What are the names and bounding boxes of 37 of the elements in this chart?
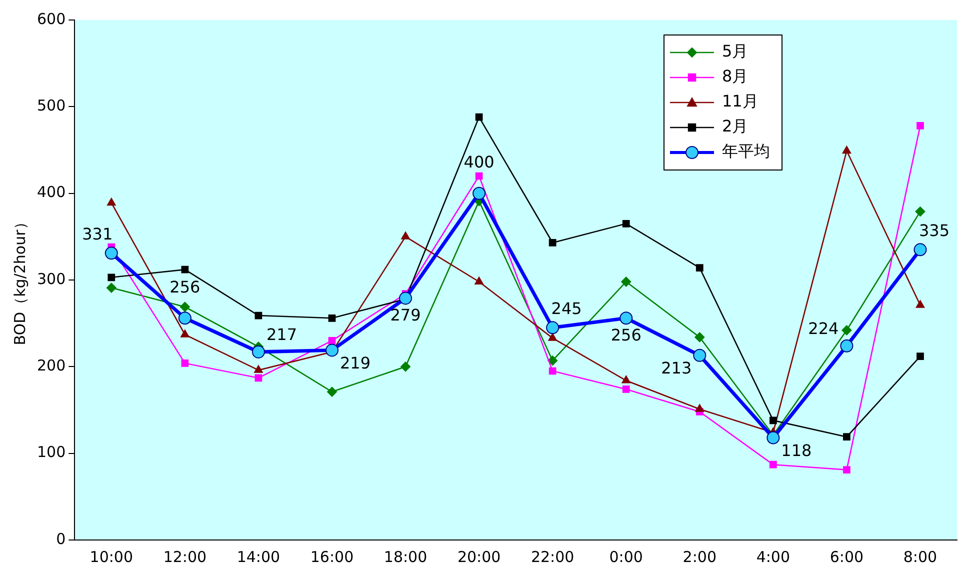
legend-label: 2月: [722, 116, 748, 136]
data-label: 245: [551, 298, 582, 318]
x-tick-label: 10:00: [90, 548, 134, 566]
data-label: 217: [266, 325, 298, 344]
data-label: 279: [390, 305, 421, 324]
data-label: 331: [82, 224, 113, 244]
data-label: 400: [464, 152, 494, 172]
legend-label: 11月: [722, 92, 758, 111]
x-tick-label: 6:00: [830, 548, 864, 566]
x-tick-label: 20:00: [457, 548, 501, 566]
x-tick-label: 0:00: [609, 548, 643, 566]
y-tick-label: 200: [36, 356, 66, 375]
x-tick-label: 18:00: [384, 548, 428, 566]
data-label: 335: [918, 220, 950, 240]
data-label: 118: [781, 440, 812, 460]
x-tick-label: 14:00: [236, 548, 280, 566]
data-label: 256: [170, 277, 200, 296]
legend-label: 8月: [722, 66, 748, 86]
y-tick-label: 500: [36, 96, 66, 115]
y-tick-label: 400: [36, 183, 66, 202]
y-tick-label: 0: [56, 530, 66, 548]
data-label: 224: [808, 319, 839, 338]
y-tick-label: 300: [36, 270, 66, 288]
x-tick-label: 12:00: [163, 548, 207, 566]
data-label: 213: [661, 358, 692, 378]
x-tick-label: 16:00: [310, 548, 354, 566]
data-label: 219: [340, 353, 371, 372]
y-tick-label: 600: [36, 10, 66, 28]
y-axis-title: BOD（kg/2hour）: [10, 214, 29, 346]
x-tick-label: 2:00: [682, 548, 716, 566]
data-label: 256: [610, 325, 642, 344]
legend-label: 年平均: [722, 142, 770, 161]
x-tick-label: 8:00: [903, 548, 938, 566]
legend-label: 5月: [722, 42, 748, 61]
y-tick-label: 100: [36, 443, 66, 462]
x-tick-label: 4:00: [756, 548, 790, 566]
x-tick-label: 22:00: [530, 548, 574, 566]
